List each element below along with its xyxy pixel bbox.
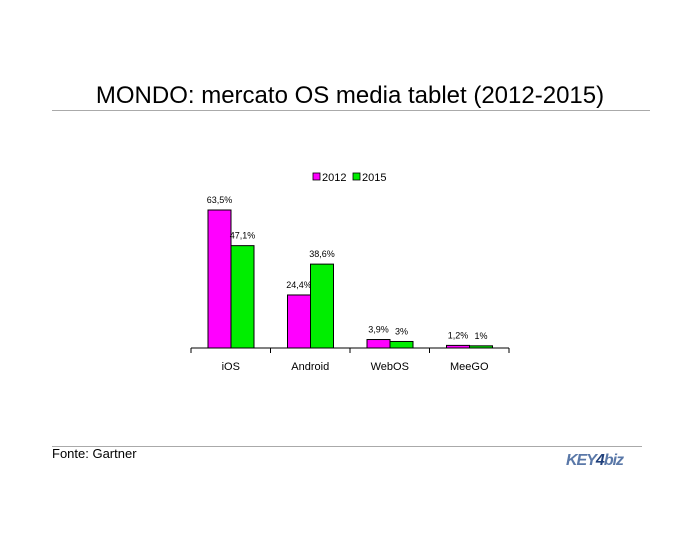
x-tick-label: WebOS: [371, 361, 409, 373]
x-tick-label: MeeGO: [450, 361, 489, 373]
bar-2012: [446, 344, 470, 349]
title-divider: [52, 110, 650, 111]
source-note: Fonte: Gartner: [52, 446, 137, 461]
bar-2012: [287, 294, 311, 349]
data-label: 47,1%: [230, 231, 256, 241]
data-label: 24,4%: [286, 280, 312, 290]
data-label: 38,6%: [309, 249, 335, 259]
data-label: 63,5%: [207, 195, 233, 205]
data-label: 3%: [395, 326, 408, 336]
bar-2015: [469, 345, 493, 349]
footer-divider: [52, 446, 642, 447]
x-tick-label: Android: [291, 361, 329, 373]
legend-swatch-2012: [312, 172, 321, 181]
chart-title: MONDO: mercato OS media tablet (2012-201…: [95, 82, 605, 109]
legend-label: 2012: [322, 172, 346, 184]
bar-2015: [389, 340, 414, 349]
x-tick-label: iOS: [222, 361, 240, 373]
data-label: 1%: [474, 331, 487, 341]
bar-2012: [366, 339, 391, 349]
bar-2015: [310, 263, 334, 349]
bar-2015: [230, 245, 255, 349]
legend-swatch-2015: [352, 172, 361, 181]
bar-2012: [207, 209, 232, 349]
data-label: 3,9%: [368, 325, 389, 335]
data-label: 1,2%: [448, 330, 469, 340]
legend-label: 2015: [362, 172, 386, 184]
key4biz-logo: KEY4biz: [566, 452, 624, 469]
